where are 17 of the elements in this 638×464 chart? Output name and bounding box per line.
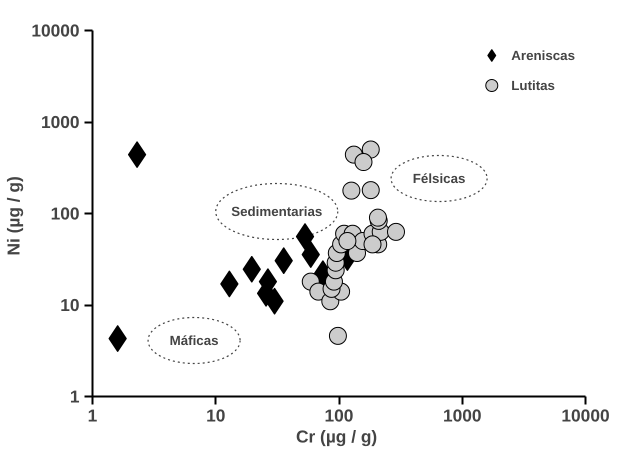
y-axis-title: Ni (µg / g) bbox=[3, 176, 24, 256]
annotation: Félsicas bbox=[412, 171, 466, 186]
x-tick-label: 1 bbox=[88, 406, 98, 426]
legend-label: Areniscas bbox=[511, 48, 575, 62]
y-tick-label: 100 bbox=[50, 204, 80, 224]
y-tick-label: 1 bbox=[70, 386, 80, 406]
y-tick-label: 10000 bbox=[31, 20, 80, 40]
x-tick-label: 100 bbox=[324, 406, 354, 426]
annotation: Máficas bbox=[170, 333, 219, 348]
x-axis-title: Cr (µg / g) bbox=[296, 426, 378, 446]
annotation: Sedimentarias bbox=[231, 204, 322, 219]
x-tick-label: 10000 bbox=[561, 406, 610, 426]
x-tick-label: 1000 bbox=[442, 406, 482, 426]
y-tick-label: 10 bbox=[60, 295, 80, 315]
y-tick-label: 1000 bbox=[40, 112, 80, 132]
legend-label: Lutitas bbox=[511, 78, 555, 92]
x-tick-label: 10 bbox=[206, 406, 226, 426]
